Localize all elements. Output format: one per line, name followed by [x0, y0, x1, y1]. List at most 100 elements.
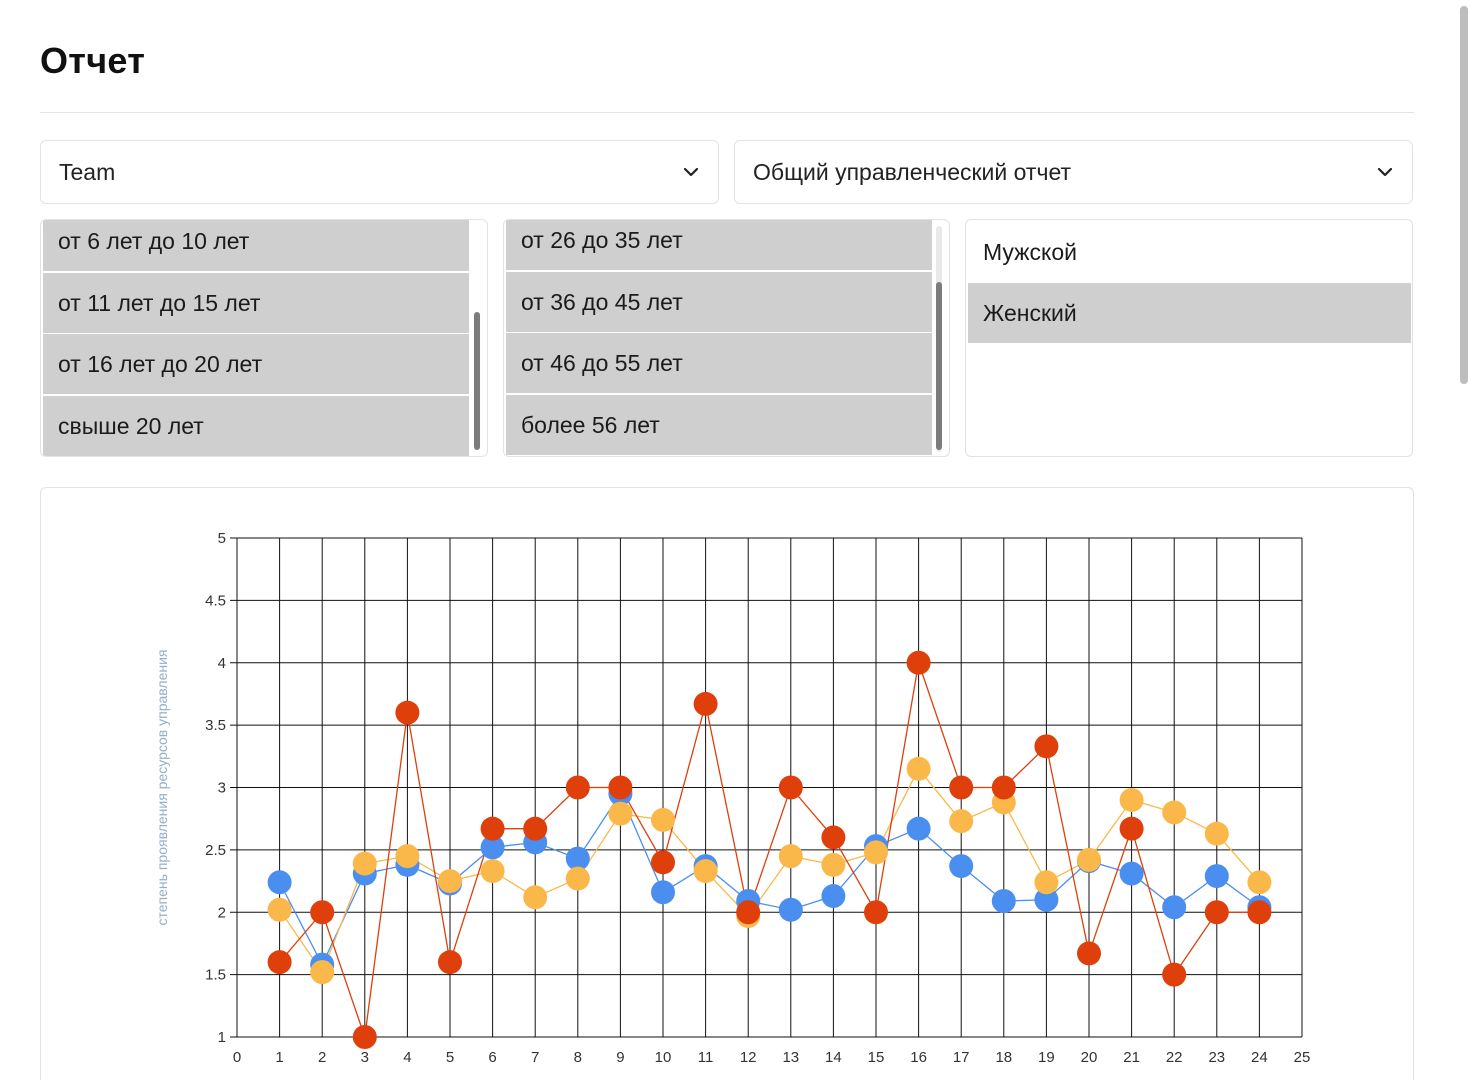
x-tick-label: 23 — [1208, 1049, 1225, 1066]
experience-listbox[interactable]: от 6 лет до 10 лет от 11 лет до 15 лет о… — [40, 219, 488, 457]
data-point — [651, 880, 675, 905]
data-point — [565, 846, 590, 871]
age-option[interactable]: от 36 до 45 лет — [506, 272, 932, 332]
chevron-down-icon — [1377, 167, 1393, 177]
data-point — [949, 775, 974, 800]
data-point — [1204, 821, 1229, 846]
age-scrollbar-thumb[interactable] — [936, 282, 942, 450]
data-point — [352, 1025, 377, 1049]
series-line — [279, 792, 1260, 967]
data-point — [651, 850, 675, 875]
data-point — [991, 775, 1016, 800]
data-point — [1247, 870, 1272, 895]
data-point — [778, 897, 803, 922]
data-point — [736, 900, 761, 925]
x-tick-label: 13 — [782, 1049, 799, 1066]
x-tick-label: 7 — [531, 1049, 539, 1066]
experience-option[interactable]: свыше 20 лет — [43, 396, 469, 456]
page-title: Отчет — [40, 40, 146, 81]
data-point — [352, 851, 377, 876]
data-point — [1034, 870, 1059, 895]
y-tick-label: 3 — [218, 780, 226, 797]
age-option[interactable]: от 46 до 55 лет — [506, 333, 932, 393]
data-point — [1119, 816, 1144, 841]
report-type-select[interactable]: Общий управленческий отчет — [734, 140, 1413, 204]
data-point — [1162, 895, 1187, 920]
age-listbox[interactable]: от 26 до 35 лет от 36 до 45 лет от 46 до… — [503, 219, 950, 457]
x-tick-label: 0 — [233, 1049, 241, 1066]
experience-scrollbar-thumb[interactable] — [474, 312, 480, 450]
data-point — [523, 816, 548, 841]
report-type-select-value: Общий управленческий отчет — [753, 158, 1072, 185]
data-point — [1162, 962, 1187, 987]
data-point — [1119, 861, 1144, 886]
x-tick-label: 25 — [1294, 1049, 1311, 1066]
x-tick-label: 4 — [403, 1049, 411, 1066]
x-tick-label: 17 — [953, 1049, 970, 1066]
series-line — [279, 662, 1260, 1038]
y-tick-label: 1.5 — [205, 967, 226, 984]
data-point — [906, 756, 931, 781]
x-tick-label: 16 — [910, 1049, 927, 1066]
chevron-down-icon — [683, 167, 699, 177]
group-select[interactable]: Team — [40, 140, 719, 204]
data-point — [991, 889, 1016, 914]
gender-option-male[interactable]: Мужской — [968, 222, 1411, 282]
gender-listbox[interactable]: Мужской Женский — [965, 219, 1413, 457]
x-tick-label: 15 — [868, 1049, 885, 1066]
data-point — [1034, 887, 1059, 912]
data-point — [906, 816, 931, 841]
data-point — [693, 691, 718, 716]
x-tick-label: 12 — [740, 1049, 757, 1066]
data-point — [438, 950, 462, 975]
line-chart: 0 1 2 3 4 5 6 7 8 9 10 11 12 13 14 15 16 17 18 19 20 21 22 23 24… — [154, 530, 1311, 1066]
data-point — [864, 840, 888, 865]
data-point — [608, 775, 633, 800]
data-point — [864, 900, 888, 925]
data-point — [693, 859, 718, 884]
page-scrollbar[interactable] — [1458, 0, 1470, 1080]
data-point — [523, 885, 548, 910]
data-point — [821, 852, 846, 877]
x-tick-label: 14 — [825, 1049, 842, 1066]
y-axis-label: степень проявления ресурсов управления — [154, 650, 170, 926]
experience-option[interactable]: от 16 лет до 20 лет — [43, 334, 469, 394]
data-point — [1204, 900, 1229, 925]
y-tick-label: 3.5 — [205, 717, 226, 734]
page-scrollbar-thumb[interactable] — [1460, 6, 1468, 384]
data-point — [565, 866, 590, 891]
group-select-value: Team — [59, 158, 116, 185]
y-tick-label: 4.5 — [205, 592, 226, 609]
chart-card: 0 1 2 3 4 5 6 7 8 9 10 11 12 13 14 15 16 17 18 19 20 21 22 23 24… — [40, 487, 1414, 1080]
data-point — [310, 900, 335, 925]
data-point — [267, 897, 292, 922]
x-tick-label: 1 — [275, 1049, 283, 1066]
data-point — [1247, 900, 1272, 925]
y-tick-label: 4 — [218, 655, 226, 672]
data-point — [608, 801, 633, 826]
x-tick-label: 2 — [318, 1049, 326, 1066]
data-point — [651, 807, 675, 832]
y-tick-label: 2.5 — [205, 842, 226, 859]
x-tick-label: 11 — [698, 1049, 714, 1066]
data-point — [1077, 847, 1101, 872]
experience-option[interactable]: от 11 лет до 15 лет — [43, 273, 469, 333]
series-line — [279, 767, 1260, 974]
age-option[interactable]: от 26 до 35 лет — [506, 220, 932, 270]
data-point — [821, 825, 846, 850]
x-tick-label: 8 — [574, 1049, 582, 1066]
data-point — [1077, 941, 1101, 966]
x-tick-label: 24 — [1251, 1049, 1268, 1066]
data-point — [480, 859, 505, 884]
y-tick-label: 1 — [218, 1029, 226, 1046]
data-point — [565, 775, 590, 800]
x-tick-label: 10 — [655, 1049, 672, 1066]
data-point — [395, 844, 420, 869]
gender-option-female[interactable]: Женский — [968, 283, 1411, 343]
experience-option[interactable]: от 6 лет до 10 лет — [43, 220, 469, 271]
x-tick-label: 9 — [616, 1049, 624, 1066]
x-tick-label: 19 — [1038, 1049, 1055, 1066]
data-point — [1204, 864, 1229, 889]
age-option[interactable]: более 56 лет — [506, 395, 932, 455]
data-point — [1119, 787, 1144, 812]
